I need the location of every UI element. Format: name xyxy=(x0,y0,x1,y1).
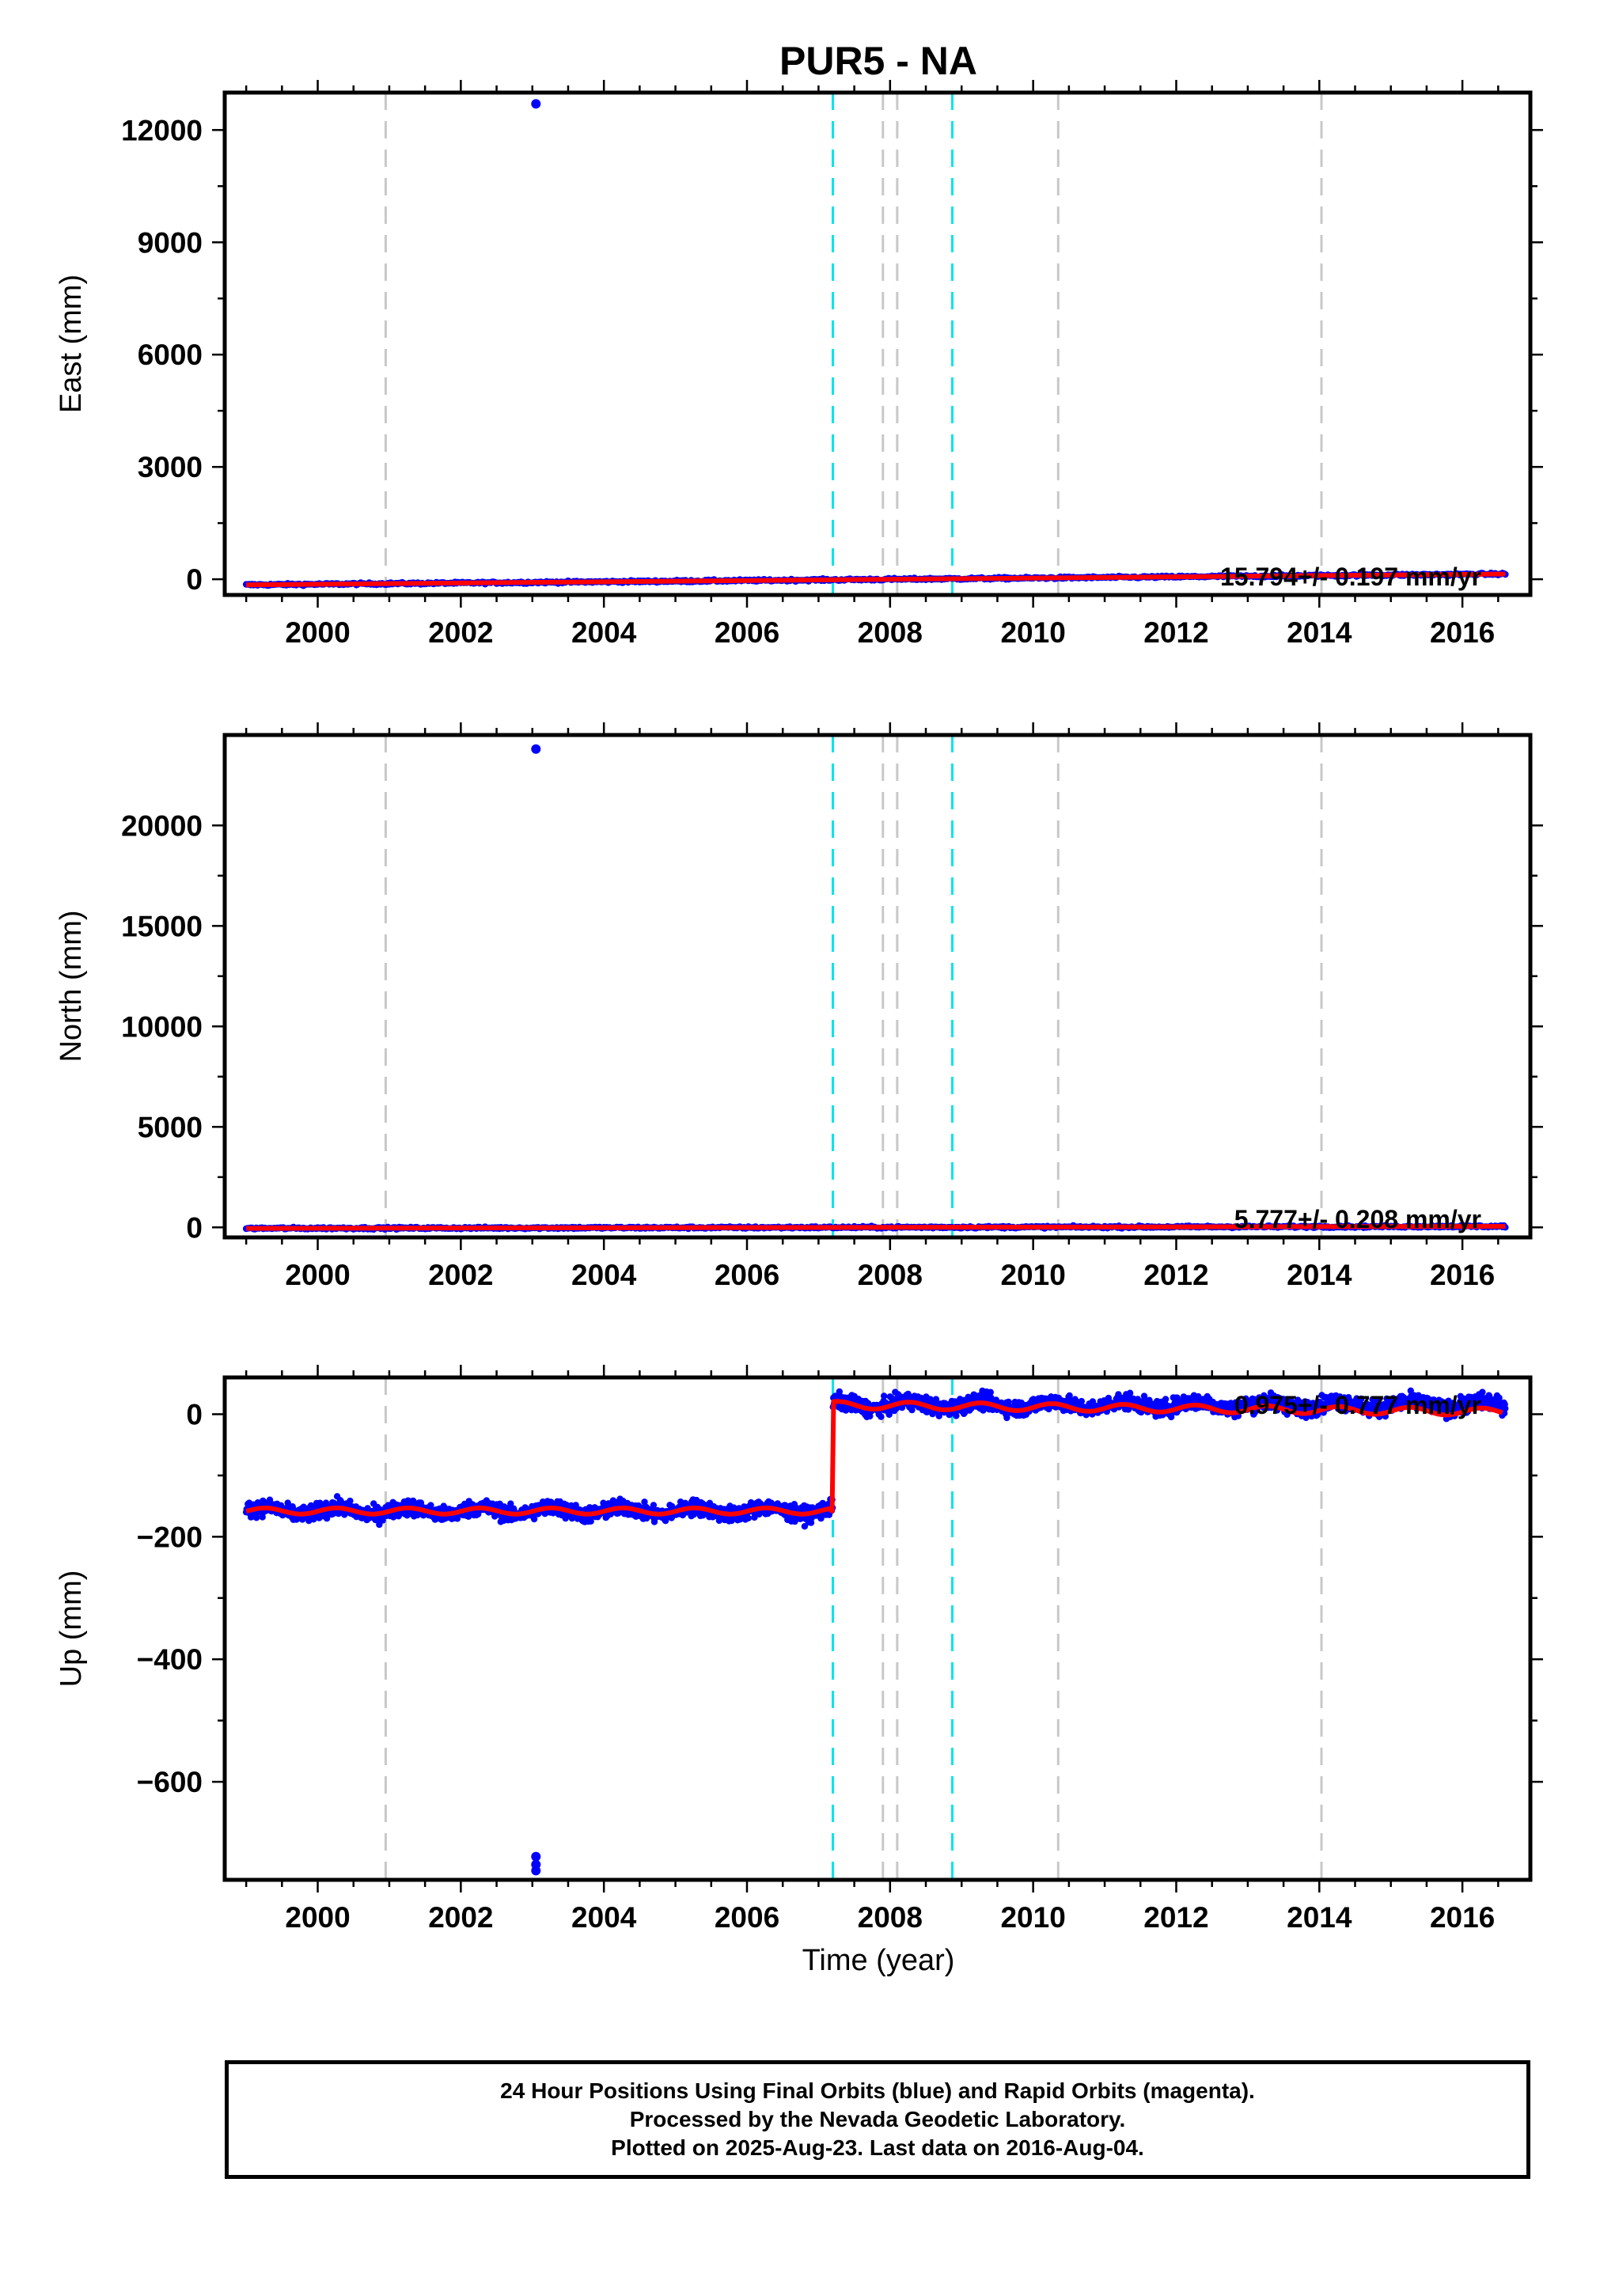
data-point xyxy=(878,1413,885,1420)
data-point xyxy=(751,1514,758,1521)
y-tick-label: 15000 xyxy=(121,910,203,942)
x-tick-label: 2012 xyxy=(1143,616,1208,649)
panel-frame xyxy=(222,1375,1533,1882)
data-point xyxy=(347,1497,354,1505)
y-tick-label: 0 xyxy=(186,563,203,596)
x-tick-label: 2000 xyxy=(285,1259,350,1291)
data-point xyxy=(323,1515,331,1522)
panel-frame xyxy=(222,733,1533,1240)
data-point xyxy=(530,1515,538,1523)
panel-east: 2000 2002 2004 2006 2008 2010 2012 2014 2016 0 300… xyxy=(55,80,1543,649)
outlier-point xyxy=(531,744,541,754)
data-point xyxy=(745,1514,752,1522)
data-point xyxy=(817,1515,825,1522)
x-tick-label: 2014 xyxy=(1287,1259,1352,1291)
data-point xyxy=(507,1500,514,1507)
model-fit-line xyxy=(246,571,1506,588)
y-tick-label: 20000 xyxy=(121,809,203,842)
data-point xyxy=(1162,1396,1170,1403)
rate-label: 5.777+/- 0.208 mm/yr xyxy=(1234,1205,1481,1233)
data-point xyxy=(427,1502,434,1509)
x-tick-label: 2008 xyxy=(858,1259,923,1291)
x-tick-label: 2016 xyxy=(1430,1259,1495,1291)
panel-north: 2000 2002 2004 2006 2008 2010 2012 2014 2016 0 500… xyxy=(55,722,1543,1291)
y-tick-label: 10000 xyxy=(121,1010,203,1043)
x-tick-label: 2016 xyxy=(1430,616,1495,649)
data-point xyxy=(650,1502,658,1509)
y-tick-label: 6000 xyxy=(138,339,203,371)
y-tick-label: 3000 xyxy=(138,451,203,483)
data-point xyxy=(266,1496,274,1503)
outlier-point xyxy=(531,1866,541,1876)
x-tick-label: 2002 xyxy=(428,616,493,649)
outlier-point xyxy=(531,99,541,109)
x-tick-label: 2008 xyxy=(858,616,923,649)
x-tick-label: 2000 xyxy=(285,616,350,649)
y-axis-title: East (mm) xyxy=(55,275,88,413)
panel-up: 2000 2002 2004 2006 2008 2010 2012 2014 2016−600… xyxy=(55,1365,1543,1934)
x-tick-label: 2004 xyxy=(571,1259,637,1291)
data-point xyxy=(866,1412,874,1420)
data-points xyxy=(242,1387,1509,1876)
data-point xyxy=(641,1498,648,1506)
data-point xyxy=(252,1514,260,1521)
x-tick-label: 2014 xyxy=(1287,616,1352,649)
x-tick-label: 2004 xyxy=(571,616,637,649)
model-fit-line xyxy=(246,1224,1506,1231)
data-points xyxy=(242,744,1509,1233)
x-tick-label: 2010 xyxy=(1000,1259,1065,1291)
panel-frame xyxy=(222,90,1533,597)
y-tick-label: 9000 xyxy=(138,226,203,259)
panels-group: 2000 2002 2004 2006 2008 2010 2012 2014 2016 0 300… xyxy=(55,80,1543,1934)
chart-title: PUR5 - NA xyxy=(779,39,977,83)
y-tick-label: 12000 xyxy=(121,114,203,146)
y-axis-title: North (mm) xyxy=(55,910,88,1062)
data-point xyxy=(453,1515,461,1522)
data-point xyxy=(259,1514,266,1521)
rate-label: 15.794+/- 0.197 mm/yr xyxy=(1220,563,1481,591)
y-tick-label: 0 xyxy=(186,1211,203,1244)
x-tick-label: 2010 xyxy=(1000,616,1065,649)
x-tick-label: 2012 xyxy=(1143,1259,1208,1291)
x-tick-label: 2006 xyxy=(715,1259,779,1291)
x-tick-label: 2006 xyxy=(715,616,779,649)
x-tick-label: 2002 xyxy=(428,1259,493,1291)
data-points xyxy=(242,99,1509,589)
data-point xyxy=(881,1392,888,1400)
y-tick-label: 5000 xyxy=(138,1111,203,1143)
